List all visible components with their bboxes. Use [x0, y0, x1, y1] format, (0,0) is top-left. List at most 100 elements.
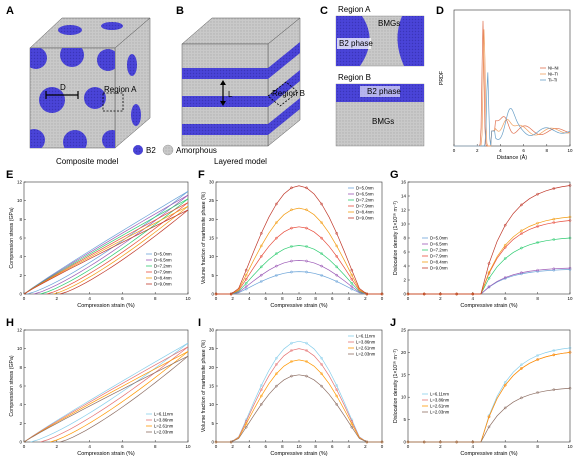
y-tick-label: 0 [403, 440, 406, 445]
x-tick-label: 8 [546, 148, 549, 153]
data-point [335, 273, 339, 277]
data-point [520, 229, 523, 233]
data-point [335, 388, 339, 392]
legend-entry: D=7.2nm [154, 264, 172, 269]
composite-model-caption: Composite model [56, 157, 118, 166]
y-axis-label: Compression stress (GPa) [9, 355, 15, 416]
b2-phase-label-a: B2 phase [339, 39, 373, 48]
panel-letter-c: C [320, 5, 328, 17]
data-point [503, 406, 507, 410]
panel-letter-d: D [436, 5, 444, 17]
data-point [290, 374, 293, 378]
data-point [335, 394, 339, 398]
y-tick-label: 0 [403, 292, 406, 297]
legend-entry: L=2.03nm [154, 430, 174, 435]
x-tick-label: 10 [567, 148, 573, 153]
legend-entry: D=7.2nm [356, 198, 374, 203]
panel-b: B L Region B Layered model [176, 5, 305, 166]
data-point [552, 388, 556, 392]
data-point [275, 236, 278, 240]
unloading-curve [27, 191, 189, 295]
x-tick-label: 0 [215, 444, 218, 449]
data-point [290, 208, 293, 212]
x-axis-label: Compressive strain (%) [270, 451, 327, 457]
data-point [259, 384, 263, 387]
data-point [290, 186, 293, 190]
y-tick-label: 10 [17, 198, 23, 203]
x-tick-label: 4 [88, 444, 91, 449]
loading-curve [23, 191, 189, 295]
martensite-series [216, 207, 382, 295]
data-point [275, 363, 278, 366]
x-tick-label: 6 [265, 296, 268, 301]
x-axis-label: Compressive strain (%) [460, 303, 517, 309]
region-a-label: Region A [104, 85, 137, 94]
data-point [350, 268, 354, 272]
data-point [536, 192, 539, 196]
unloading-curve [50, 351, 189, 443]
bmgs-label-a: BMGs [378, 19, 400, 28]
legend-entry: Ni–Ni [548, 66, 559, 71]
x-tick-label: 0 [23, 444, 26, 449]
data-point [536, 354, 539, 357]
data-point [520, 203, 523, 207]
region-b-box [267, 81, 299, 107]
legend-entry: L=2.61nm [430, 404, 450, 409]
y-tick-label: 20 [401, 350, 407, 355]
data-point [320, 356, 323, 360]
y-tick-label: 6 [403, 250, 406, 255]
data-point [259, 403, 263, 406]
prdf-series [454, 72, 571, 147]
data-point [259, 280, 263, 283]
panel-c: C Region A BMGs B2 phase Region B B2 pha… [320, 5, 425, 147]
data-point [350, 287, 354, 291]
data-point [275, 202, 278, 206]
data-point [422, 292, 426, 296]
y-tick-label: 2 [19, 273, 22, 278]
panel-letter-g: G [390, 169, 399, 181]
x-tick-label: 8 [154, 296, 157, 301]
data-point [536, 225, 539, 228]
amorphous-legend-label: Amorphous [176, 146, 217, 155]
x-tick-label: 0 [407, 296, 410, 301]
data-point [552, 187, 556, 190]
x-axis-label: Compression strain (%) [77, 303, 135, 309]
data-point [290, 341, 293, 345]
data-point [305, 245, 308, 248]
data-point [471, 292, 475, 296]
unloading-curve [59, 209, 189, 295]
x-axis-label: Compression strain (%) [77, 451, 135, 457]
y-axis-label: Dislocation density (1×10¹⁶ m⁻²) [393, 201, 399, 275]
data-point [305, 259, 308, 263]
panel-letter-a: A [6, 5, 14, 17]
legend-entry: D=7.9nm [430, 254, 448, 259]
data-point [259, 394, 263, 398]
data-point [520, 271, 523, 275]
y-tick-label: 12 [17, 180, 23, 185]
data-point [568, 219, 572, 222]
data-point [568, 236, 572, 240]
data-point [520, 363, 523, 367]
y-tick-label: 0 [211, 440, 214, 445]
data-point [229, 292, 233, 296]
y-tick-label: 2 [19, 421, 22, 426]
x-tick-label: 4 [248, 444, 251, 449]
region-b-label: Region B [272, 89, 305, 98]
dimension-l-label: L [228, 90, 233, 99]
loading-curve [23, 351, 189, 443]
unloading-curve [40, 346, 189, 443]
data-point [487, 425, 491, 429]
legend-entry: D=5.0nm [154, 252, 172, 257]
data-point [568, 266, 572, 270]
dimension-d-label: D [60, 83, 66, 92]
data-point [275, 252, 278, 255]
data-point [259, 265, 263, 269]
y-tick-label: 4 [403, 264, 406, 269]
martensite-series [216, 348, 382, 443]
data-point [290, 360, 293, 363]
prdf-series [454, 29, 571, 147]
data-point [487, 271, 491, 274]
x-tick-label: 6 [522, 148, 525, 153]
martensite-series [216, 185, 382, 295]
